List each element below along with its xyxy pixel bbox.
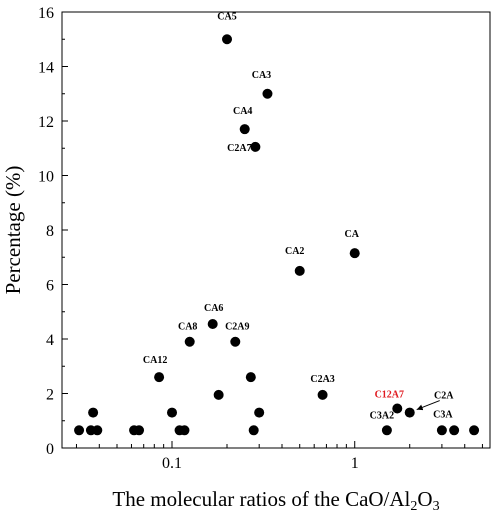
y-tick-label: 0 [46,441,54,458]
data-point [222,34,233,45]
y-tick-label: 16 [38,5,54,22]
annotation-arrow [416,400,440,411]
data-point [245,372,256,383]
point-label: C2A7 [227,143,251,154]
x-axis-title-sub: 2 [410,499,417,514]
point-label: CA3 [252,70,271,81]
point-label: C2A3 [310,374,334,385]
data-point [167,407,178,418]
data-point [250,141,261,152]
point-label: CA5 [217,11,236,22]
data-point [436,425,447,436]
data-point [381,425,392,436]
data-point [294,265,305,276]
y-tick-label: 12 [38,114,54,131]
y-tick-label: 8 [46,223,54,240]
point-label: CA2 [285,246,304,257]
data-point [92,425,103,436]
x-tick-label: 0.1 [162,455,182,472]
point-label: CA6 [204,303,223,314]
axis-ticks [62,11,483,449]
y-tick-label: 6 [46,278,54,295]
y-tick-label: 14 [38,60,54,77]
x-axis-title-main: The molecular ratios of the CaO/Al [112,487,410,511]
point-label: CA4 [233,106,252,117]
point-label: C3A2 [370,410,394,421]
point-label: C2A [434,391,454,402]
data-point [239,124,250,135]
point-label: C2A9 [225,322,249,333]
y-axis-title: Percentage (%) [1,166,25,295]
data-point [449,425,460,436]
tick-labels: 0 2 4 6 8 10 12 14 16 0.1 1 [38,5,359,472]
annotations: CA12 CA8 CA6 CA5 C2A9 CA4 C2A7 CA3 CA2 C2A3 CA C3A2… [143,11,454,421]
data-points [74,34,480,436]
plot-frame [61,11,491,449]
x-axis-title-end: O [417,487,432,511]
data-point [213,389,224,400]
x-tick-label: 1 [351,455,359,472]
x-axis-title: The molecular ratios of the CaO/Al2O3 [112,487,439,514]
data-point [184,336,195,347]
data-point [207,319,218,330]
data-point [317,389,328,400]
data-point [469,425,480,436]
data-point [392,403,403,414]
data-point [254,407,265,418]
data-point [349,248,360,259]
point-label: CA [344,229,359,240]
data-point [404,407,415,418]
y-tick-label: 10 [38,169,54,186]
point-label: CA12 [143,355,167,366]
data-point [88,407,99,418]
y-tick-label: 4 [46,332,54,349]
data-point [154,372,165,383]
x-axis-title-sub2: 3 [433,499,440,514]
y-tick-label: 2 [46,387,54,404]
data-point [248,425,259,436]
data-point [230,336,241,347]
data-point [74,425,85,436]
data-point [262,88,273,99]
point-label: C12A7 [375,389,404,400]
data-point [134,425,145,436]
point-label: CA8 [178,322,197,333]
point-label: C3A [433,409,453,420]
data-point [179,425,190,436]
